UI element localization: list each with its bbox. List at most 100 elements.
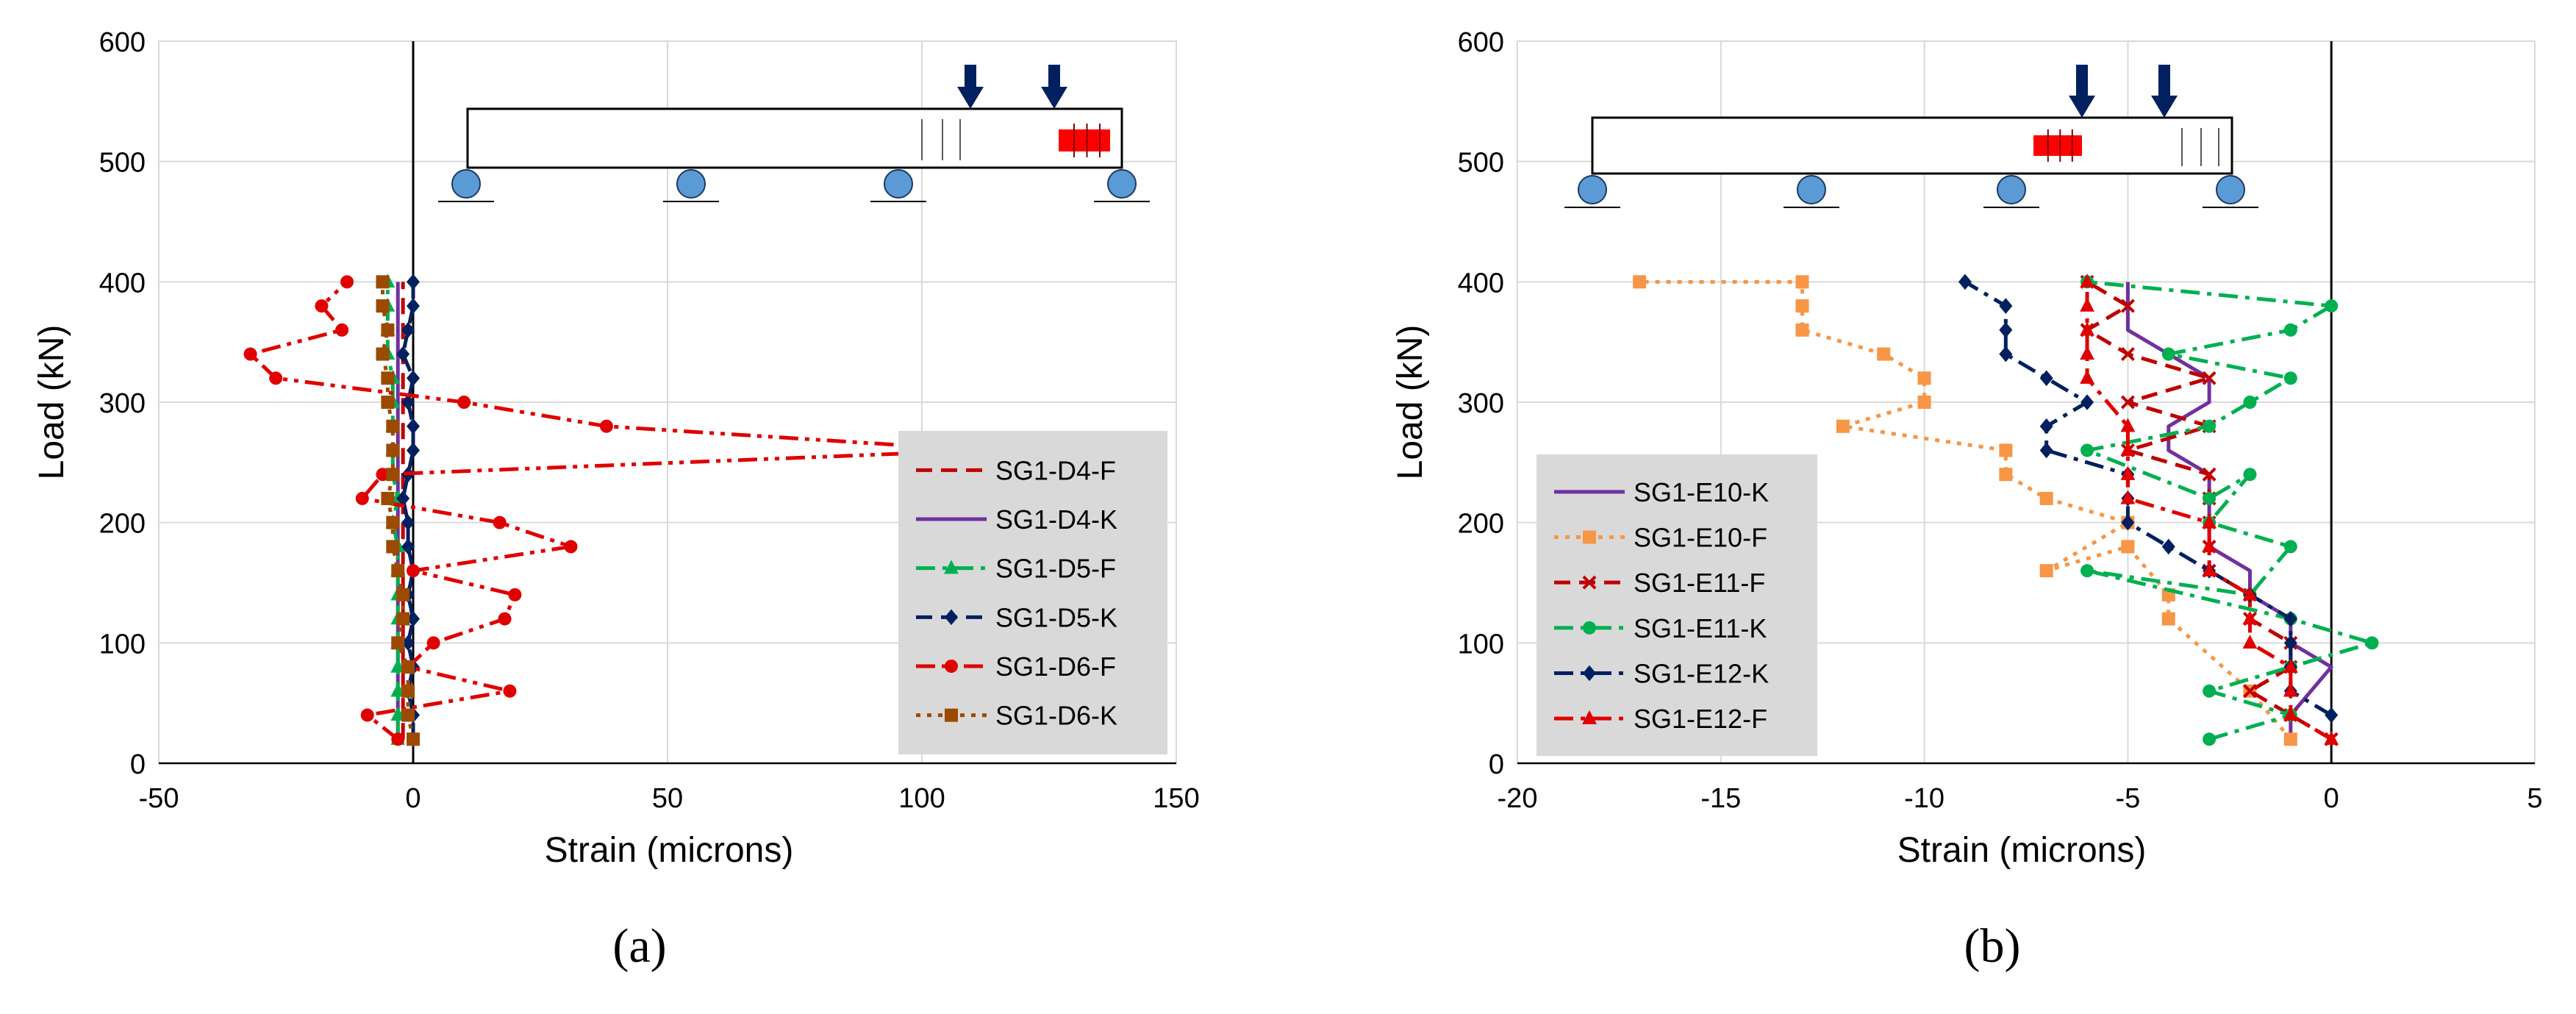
data-point (2081, 564, 2094, 578)
y-tick-label: 400 (1458, 268, 1504, 299)
data-point (2080, 321, 2094, 336)
data-point (381, 491, 395, 505)
y-tick-label: 600 (99, 27, 146, 58)
data-point (2203, 419, 2217, 433)
data-point (2324, 731, 2339, 745)
data-point (2080, 346, 2094, 360)
data-point (2203, 491, 2217, 505)
beam-outline (466, 107, 1123, 169)
data-point (2243, 468, 2257, 482)
data-point (1795, 275, 1809, 289)
data-point (2120, 465, 2136, 480)
legend-label: SG1-E11-K (1634, 613, 1767, 643)
legend-marker (945, 609, 958, 626)
x-tick-label: -10 (1904, 783, 1944, 814)
support-roller (2216, 175, 2245, 204)
data-point (2161, 612, 2175, 626)
series-SG1-D6-K (376, 275, 420, 746)
beam-schematic-b (1564, 65, 2258, 208)
legend-label: SG1-E12-K (1634, 659, 1769, 689)
load-arrow-head (957, 87, 984, 109)
data-point (407, 610, 420, 627)
data-point (407, 274, 420, 290)
support-roller (1797, 175, 1826, 204)
data-point (2283, 658, 2298, 673)
data-point (2120, 442, 2136, 457)
beam-outline (1591, 116, 2233, 175)
data-point (2039, 370, 2053, 387)
load-arrow-head (1041, 87, 1067, 109)
strain-gauge (1059, 129, 1110, 151)
data-point (2242, 684, 2257, 699)
x-tick-label: 100 (898, 783, 945, 814)
strain-gauge (2033, 135, 2082, 156)
series-group-b (1633, 274, 2379, 746)
data-point (407, 564, 420, 578)
data-point (340, 275, 354, 289)
data-point (564, 540, 578, 554)
data-point (426, 636, 440, 650)
data-point (376, 468, 390, 482)
data-point (1999, 298, 2013, 314)
data-point (1633, 275, 1647, 289)
x-axis-label-a: Strain (microns) (545, 831, 794, 870)
data-point (391, 564, 405, 578)
data-point (2161, 538, 2175, 555)
support-roller (676, 169, 706, 199)
x-axis-label-b: Strain (microns) (1897, 831, 2147, 870)
data-point (1917, 396, 1931, 409)
data-point (2039, 418, 2053, 435)
data-point (1999, 346, 2013, 363)
data-point (1999, 443, 2013, 457)
data-point (401, 394, 415, 410)
data-point (381, 371, 395, 385)
legend-marker (945, 708, 958, 722)
data-point (2283, 610, 2297, 627)
data-point (2039, 564, 2053, 578)
data-point (1795, 323, 1809, 337)
caption-b: (b) (1964, 919, 2021, 973)
legend-label: SG1-E10-F (1634, 523, 1767, 553)
data-point (2203, 732, 2217, 746)
y-tick-label: 200 (1458, 509, 1504, 540)
legend-label: SG1-E10-K (1634, 477, 1769, 507)
data-point (1836, 419, 1850, 433)
legend-box (1536, 454, 1817, 756)
legend-label: SG1-E12-F (1634, 704, 1767, 734)
data-point (2081, 443, 2094, 457)
load-arrow-shaft (965, 65, 976, 91)
data-point (386, 468, 400, 482)
y-tick-label: 600 (1458, 27, 1504, 58)
series-SG1-E10-F (1633, 275, 2297, 746)
data-point (243, 347, 257, 361)
data-point (2283, 682, 2298, 697)
legend-marker (1583, 665, 1596, 682)
y-tick-label: 0 (130, 749, 146, 780)
x-tick-label: -50 (139, 783, 179, 814)
y-tick-label: 400 (99, 268, 146, 299)
data-point (1958, 274, 1972, 290)
data-point (407, 732, 420, 746)
load-arrow-head (2069, 96, 2095, 118)
legend-b: SG1-E10-K SG1-E10-F SG1-E11-F SG1-E11-K SG1-… (1536, 454, 1817, 756)
x-tick-label: 150 (1153, 783, 1199, 814)
data-point (2202, 371, 2217, 385)
data-point (2039, 491, 2053, 505)
load-arrow-head (2151, 96, 2178, 118)
data-point (2120, 395, 2135, 410)
data-point (315, 299, 329, 313)
data-point (503, 684, 517, 698)
legend-marker (944, 560, 959, 574)
data-point (396, 612, 410, 626)
data-point (2242, 586, 2258, 601)
legend-box (898, 431, 1167, 754)
data-point (1877, 347, 1891, 361)
x-tick-label: 0 (2324, 783, 2339, 814)
y-tick-label: 500 (99, 148, 146, 179)
data-point (2202, 562, 2217, 576)
data-point (269, 371, 283, 385)
data-point (401, 322, 415, 338)
